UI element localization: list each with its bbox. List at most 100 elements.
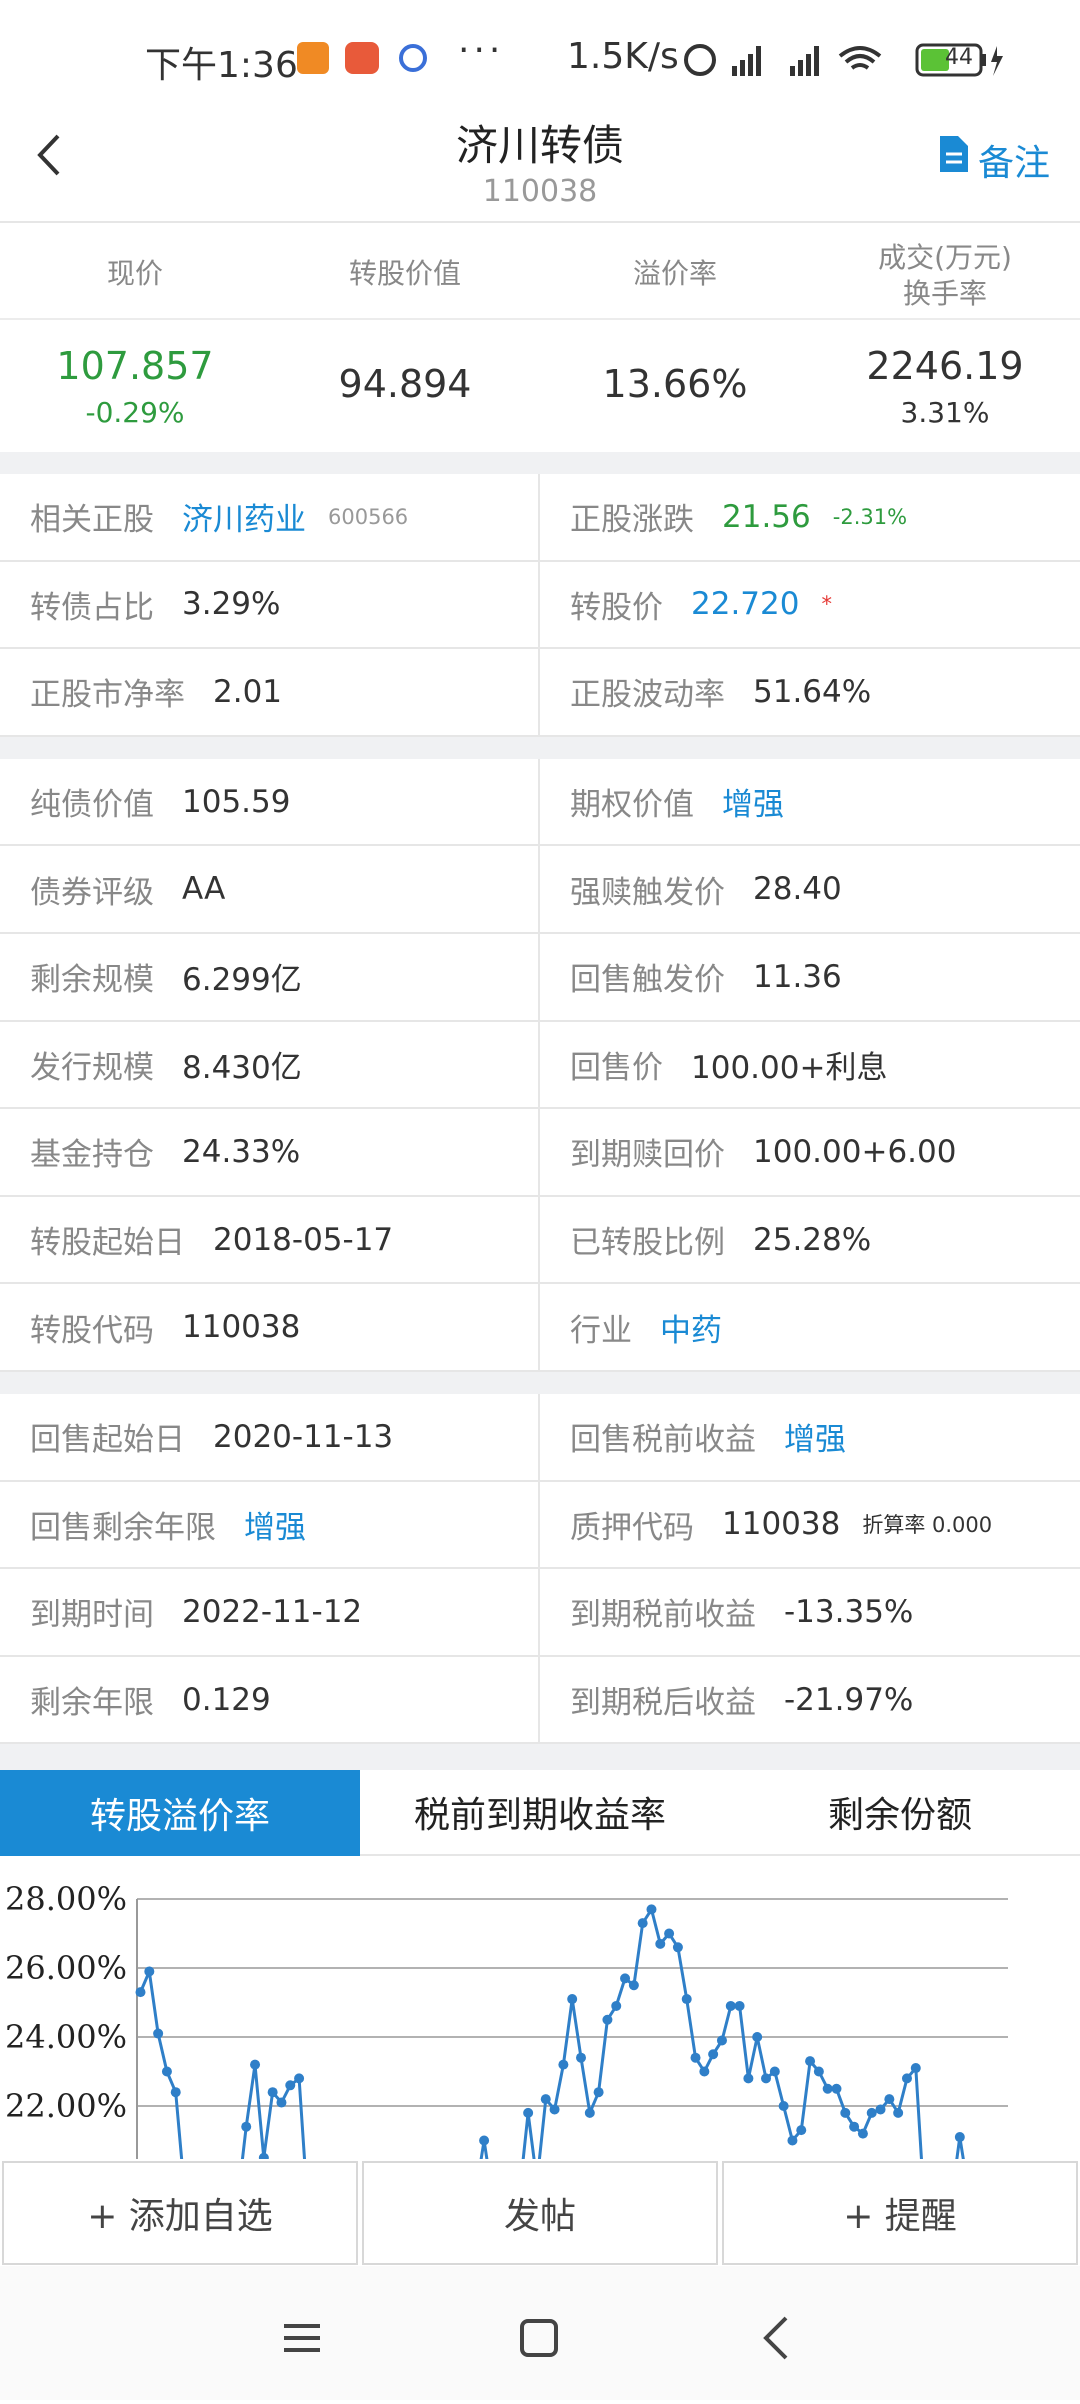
quote-value: 13.66%	[602, 362, 748, 406]
info-label: 到期时间	[30, 1597, 154, 1634]
point	[664, 1928, 675, 1939]
point	[285, 2080, 296, 2091]
point	[628, 1980, 639, 1991]
point	[258, 2152, 269, 2159]
quote-value: 107.857	[56, 344, 214, 388]
note-button[interactable]: 备注	[978, 143, 1051, 184]
point	[294, 2073, 305, 2084]
info-label: 转股价	[570, 589, 663, 626]
quote-value: 2246.19	[866, 344, 1024, 388]
info-label: 回售起始日	[30, 1422, 185, 1459]
point	[813, 2066, 824, 2077]
info-label: 强赎触发价	[570, 874, 725, 911]
point	[250, 2059, 261, 2070]
line	[139, 1905, 965, 2159]
info-cell: 债券评级 AA	[0, 846, 540, 932]
point	[276, 2097, 287, 2108]
point	[602, 2014, 613, 2025]
point	[584, 2107, 595, 2118]
point	[540, 2094, 551, 2105]
info-label: 正股波动率	[570, 677, 725, 714]
bond-code: 110038	[482, 174, 598, 209]
info-label: 质押代码	[570, 1509, 694, 1546]
point	[822, 2083, 833, 2094]
info-label: 转股起始日	[30, 1225, 185, 1262]
point	[161, 2066, 172, 2077]
column-divider	[538, 758, 540, 845]
chart-tab[interactable]: 转股溢价率	[0, 1770, 360, 1856]
info-cell: 正股市净率 2.01	[0, 649, 540, 735]
point	[267, 2087, 278, 2098]
note-icon[interactable]	[938, 134, 970, 174]
column-divider	[538, 934, 540, 1020]
info-row: 转股起始日 2018-05-17 已转股比例 25.28%	[0, 1196, 1080, 1285]
column-divider	[538, 846, 540, 932]
info-label: 转股代码	[30, 1312, 154, 1349]
point	[567, 1994, 578, 2005]
info-cell: 基金持仓 24.33%	[0, 1109, 540, 1195]
point	[893, 2107, 904, 2118]
info-label: 转债占比	[30, 589, 154, 626]
info-label: 回售触发价	[570, 962, 725, 999]
column-divider	[538, 1196, 540, 1283]
chart-tab[interactable]: 税前到期收益率	[360, 1770, 720, 1856]
info-cell: 质押代码 110038 折算率 0.000	[540, 1482, 1080, 1568]
point	[725, 2000, 736, 2011]
info-cell: 到期赎回价 100.00+6.00	[540, 1109, 1080, 1195]
quote-header: 溢价率	[632, 257, 717, 290]
point	[734, 2000, 745, 2011]
info-row: 剩余规模 6.299亿 回售触发价 11.36	[0, 934, 1080, 1022]
info-sub: -2.31%	[832, 504, 908, 529]
info-value: 110038	[722, 1506, 841, 1543]
info-value: 0.129	[182, 1681, 271, 1718]
column-divider	[538, 561, 540, 648]
info-label: 剩余年限	[30, 1685, 154, 1722]
info-value: 8.430亿	[182, 1049, 302, 1086]
info-cell: 到期税前收益 -13.35%	[540, 1569, 1080, 1655]
info-row: 剩余年限 0.129 到期税后收益 -21.97%	[0, 1656, 1080, 1745]
chart-tab[interactable]: 剩余份额	[720, 1770, 1080, 1856]
premium-chart: 28.00% 26.00% 24.00% 22.00% 20.00%	[5, 1880, 1008, 2159]
info-value[interactable]: 22.720	[691, 586, 800, 623]
info-label: 到期税后收益	[570, 1685, 756, 1722]
point	[954, 2132, 965, 2143]
column-divider	[538, 1656, 540, 1743]
info-cell: 发行规模 8.430亿	[0, 1022, 540, 1108]
bottom-button[interactable]: 发帖	[362, 2161, 718, 2265]
bottom-button[interactable]: + 添加自选	[2, 2161, 358, 2265]
info-value: 110038	[182, 1309, 301, 1346]
info-value: 11.36	[753, 958, 842, 995]
info-value[interactable]: 中药	[660, 1312, 722, 1349]
info-cell: 行业 中药	[540, 1284, 1080, 1370]
point	[549, 2104, 560, 2115]
info-row: 转债占比 3.29% 转股价 22.720 *	[0, 561, 1080, 650]
info-value: 2.01	[213, 673, 283, 710]
bottom-button[interactable]: + 提醒	[722, 2161, 1078, 2265]
info-label: 回售税前收益	[570, 1422, 756, 1459]
y-tick-label: 28.00%	[5, 1880, 127, 1918]
info-value: -13.35%	[784, 1593, 914, 1630]
info-value[interactable]: 增强	[784, 1422, 846, 1459]
info-cell: 转股价 22.720 *	[540, 562, 1080, 648]
info-value[interactable]: 增强	[722, 787, 784, 824]
info-row: 债券评级 AA 强赎触发价 28.40	[0, 846, 1080, 934]
info-cell: 相关正股 济川药业 600566	[0, 474, 540, 560]
y-tick-label: 26.00%	[5, 1949, 127, 1987]
status-time: 下午1:36	[145, 45, 298, 86]
point	[170, 2087, 181, 2098]
battery-level: 44	[945, 45, 973, 70]
info-value[interactable]: 增强	[244, 1509, 306, 1546]
point	[523, 2107, 534, 2118]
battery	[915, 43, 1003, 77]
status-signal	[684, 44, 882, 76]
column-divider	[538, 474, 540, 560]
divider	[0, 221, 1080, 223]
info-value[interactable]: 济川药业	[182, 502, 306, 539]
point	[761, 2073, 772, 2084]
back-button[interactable]	[30, 130, 70, 180]
info-row: 纯债价值 105.59 期权价值 增强	[0, 758, 1080, 847]
quote-value: 3.31%	[900, 396, 990, 429]
info-row: 发行规模 8.430亿 回售价 100.00+利息	[0, 1021, 1080, 1110]
info-value[interactable]: 21.56	[722, 498, 811, 535]
